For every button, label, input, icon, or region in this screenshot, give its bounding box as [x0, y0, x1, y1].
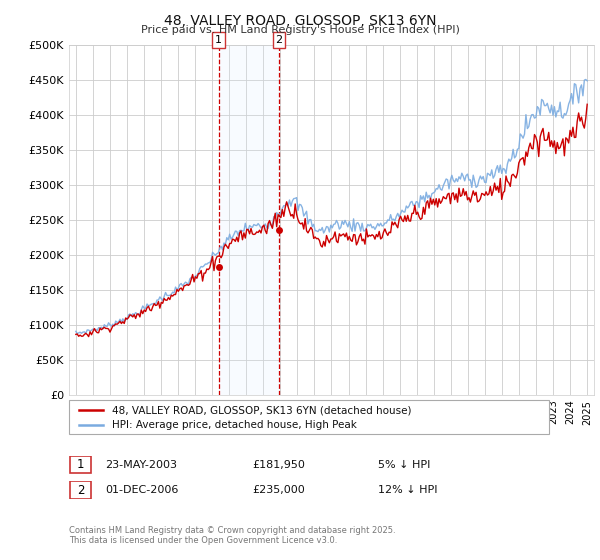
- FancyBboxPatch shape: [70, 456, 91, 474]
- Text: HPI: Average price, detached house, High Peak: HPI: Average price, detached house, High…: [112, 420, 357, 430]
- Text: 1: 1: [77, 458, 84, 472]
- Text: £235,000: £235,000: [252, 485, 305, 495]
- Text: 48, VALLEY ROAD, GLOSSOP, SK13 6YN (detached house): 48, VALLEY ROAD, GLOSSOP, SK13 6YN (deta…: [112, 405, 412, 416]
- Bar: [218, 45, 279, 395]
- Text: 1: 1: [215, 35, 222, 45]
- Text: 48, VALLEY ROAD, GLOSSOP, SK13 6YN: 48, VALLEY ROAD, GLOSSOP, SK13 6YN: [164, 14, 436, 28]
- Text: 5% ↓ HPI: 5% ↓ HPI: [378, 460, 430, 470]
- Text: 23-MAY-2003: 23-MAY-2003: [105, 460, 177, 470]
- Text: Price paid vs. HM Land Registry's House Price Index (HPI): Price paid vs. HM Land Registry's House …: [140, 25, 460, 35]
- Text: £181,950: £181,950: [252, 460, 305, 470]
- FancyBboxPatch shape: [69, 400, 549, 434]
- FancyBboxPatch shape: [70, 481, 91, 499]
- Text: Contains HM Land Registry data © Crown copyright and database right 2025.: Contains HM Land Registry data © Crown c…: [69, 526, 395, 535]
- Text: 2: 2: [275, 35, 283, 45]
- Text: This data is licensed under the Open Government Licence v3.0.: This data is licensed under the Open Gov…: [69, 536, 337, 545]
- Text: 2: 2: [77, 483, 84, 497]
- Text: 01-DEC-2006: 01-DEC-2006: [105, 485, 178, 495]
- Text: 12% ↓ HPI: 12% ↓ HPI: [378, 485, 437, 495]
